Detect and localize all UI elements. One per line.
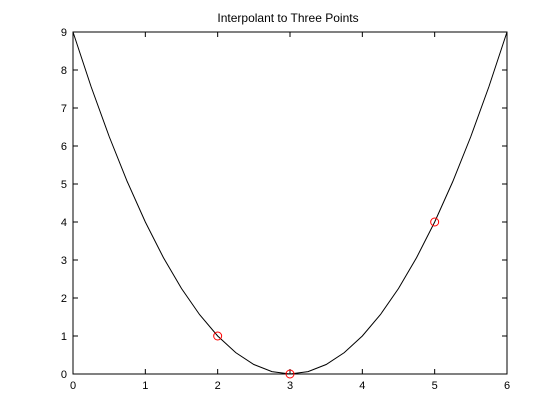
chart-title: Interpolant to Three Points xyxy=(217,11,358,25)
y-tick-label: 9 xyxy=(61,27,67,39)
data-point-marker xyxy=(430,217,440,227)
axes-box xyxy=(72,31,508,375)
y-tick-label: 4 xyxy=(61,217,67,229)
x-tick-label: 1 xyxy=(142,380,148,392)
y-tick-label: 2 xyxy=(61,293,67,305)
y-tick-label: 3 xyxy=(61,255,67,267)
x-tick-label: 3 xyxy=(287,380,293,392)
x-tick-label: 6 xyxy=(504,380,510,392)
data-point-marker xyxy=(213,331,223,341)
y-tick-label: 7 xyxy=(61,103,67,115)
x-tick-label: 2 xyxy=(215,380,221,392)
interpolant-curve xyxy=(72,31,508,375)
y-tick-label: 1 xyxy=(61,331,67,343)
x-tick-label: 5 xyxy=(432,380,438,392)
x-tick-label: 4 xyxy=(359,380,365,392)
y-tick-label: 5 xyxy=(61,179,67,191)
plot-area: 0 1 2 3 4 5 6 0 1 2 3 4 5 6 7 8 9 xyxy=(61,27,510,392)
y-tick-label: 0 xyxy=(61,369,67,381)
y-tick-label: 8 xyxy=(61,65,67,77)
y-tick-label: 6 xyxy=(61,141,67,153)
x-tick-label: 0 xyxy=(70,380,76,392)
data-point-marker xyxy=(285,369,295,379)
